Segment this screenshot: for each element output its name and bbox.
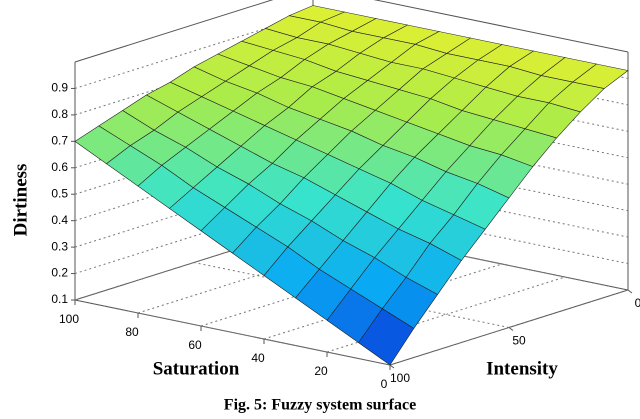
box-edge [74,0,274,63]
z-tick-label: 0.8 [51,107,68,121]
surface-cell [358,308,415,366]
x-tick-label: 80 [125,325,139,339]
z-tick-label: 0.5 [51,186,68,200]
grid-line [312,224,629,291]
y-tick-label: 0 [635,296,640,310]
box-edge [373,0,629,53]
grid-line [74,39,314,116]
z-tick-label: 0.9 [51,81,68,95]
x-tick-label: 60 [188,338,202,352]
z-tick-label: 0.2 [51,266,68,280]
grid-line [74,12,314,89]
grid-line [389,289,629,366]
z-tick-label: 0.4 [51,213,68,227]
grid-line [263,263,503,340]
z-tick-label: 0.6 [51,160,68,174]
caption: Fig. 5: Fuzzy system surface [224,397,416,414]
grid-line [74,118,314,195]
x-tick-label: 0 [381,377,388,391]
grid-line [74,224,314,301]
y-tick-label: 100 [390,371,410,385]
grid-line [74,145,314,222]
grid-line [74,299,391,366]
z-tick-label: 0.1 [51,292,68,306]
grid-line [74,171,314,248]
grid-line [74,198,314,275]
x-axis-label: Saturation [153,358,240,379]
x-tick-label: 40 [251,351,265,365]
z-axis-label: Dirtiness [10,164,31,237]
z-tick-label: 0.3 [51,239,68,253]
tick-mark [508,327,514,331]
tick-mark [627,289,633,294]
y-axis-label: Intensity [486,358,558,379]
z-tick-label: 0.7 [51,134,68,148]
grid-line [200,250,440,327]
tick-mark [389,364,395,369]
x-tick-label: 20 [314,364,328,378]
grid-line [137,237,377,314]
y-tick-label: 50 [512,334,526,348]
x-tick-label: 100 [59,312,79,326]
